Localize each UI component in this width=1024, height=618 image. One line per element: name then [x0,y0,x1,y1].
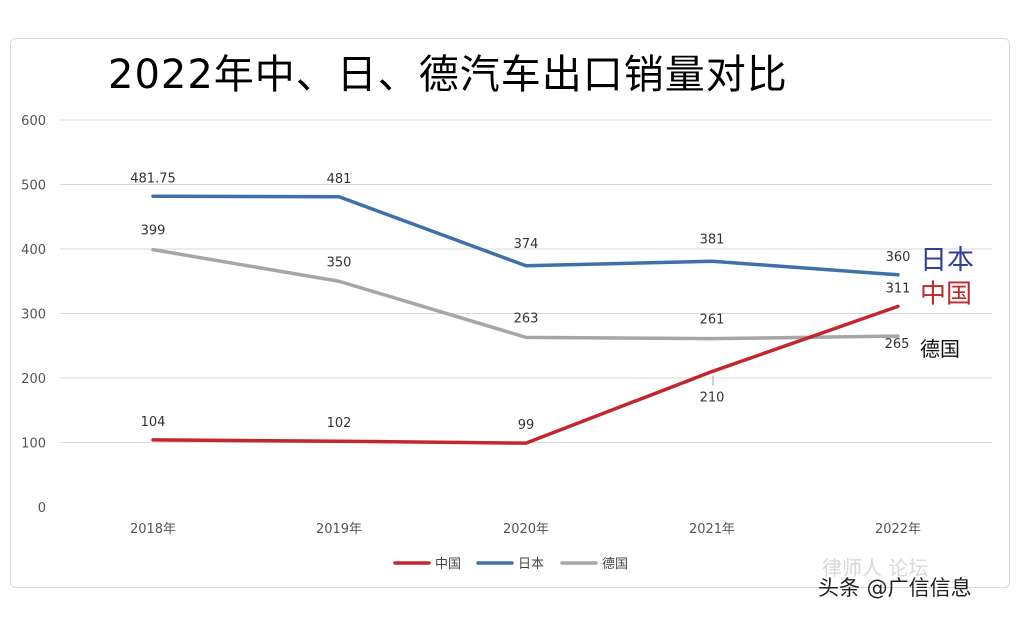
data-label-德国-4: 265 [885,337,910,352]
data-label-日本-2: 374 [514,237,539,252]
series-line-日本 [151,194,900,277]
data-label-德国-3: 261 [700,313,725,328]
x-tick-label-4: 2022年 [875,522,921,537]
data-label-中国-1: 102 [327,416,352,431]
end-label-中国: 中国 [920,279,972,309]
y-tick-label-500: 500 [21,179,46,194]
x-tick-label-3: 2021年 [689,522,735,537]
watermark-source: 头条 @广信信息 [818,576,972,600]
end-label-日本: 日本 [920,245,974,276]
data-label-日本-0: 481.75 [130,171,176,186]
x-tick-label-1: 2019年 [316,522,362,537]
data-label-日本-3: 381 [700,232,725,247]
data-label-中国-4: 311 [886,281,911,296]
data-label-日本-4: 360 [886,250,911,265]
data-label-中国-2: 99 [518,418,535,433]
x-tick-label-2: 2020年 [503,522,549,537]
data-label-德国-0: 399 [141,224,166,239]
end-label-德国: 德国 [920,337,960,361]
data-label-中国-0: 104 [141,415,166,430]
series-line-德国 [151,247,900,341]
watermark-forum: 律师人 论坛 [822,556,929,580]
y-tick-label-100: 100 [21,437,46,452]
data-label-德国-1: 350 [327,255,352,270]
legend-label-德国: 德国 [602,557,628,572]
data-label-日本-1: 481 [327,172,352,187]
x-tick-label-0: 2018年 [130,522,176,537]
y-tick-label-200: 200 [21,372,46,387]
y-tick-label-0: 0 [38,501,46,516]
y-tick-label-600: 600 [21,114,46,129]
data-label-德国-2: 263 [514,311,539,326]
data-label-中国-3: 210 [700,391,725,406]
series-line-中国 [151,304,900,445]
legend-label-日本: 日本 [518,557,544,572]
legend-label-中国: 中国 [435,557,461,572]
y-tick-label-300: 300 [21,308,46,323]
y-tick-label-400: 400 [21,243,46,258]
chart-title: 2022年中、日、德汽车出口销量对比 [108,52,788,98]
